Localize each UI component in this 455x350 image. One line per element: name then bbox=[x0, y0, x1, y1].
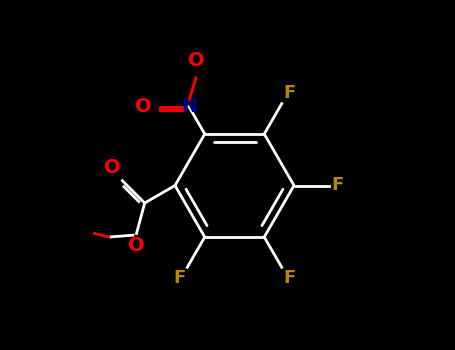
Text: O: O bbox=[135, 97, 151, 116]
Text: O: O bbox=[188, 51, 204, 70]
Text: O: O bbox=[104, 158, 121, 177]
Text: F: F bbox=[173, 269, 186, 287]
Text: F: F bbox=[283, 269, 296, 287]
Text: N: N bbox=[181, 97, 197, 116]
Text: O: O bbox=[128, 236, 145, 255]
Text: F: F bbox=[332, 176, 344, 195]
Text: F: F bbox=[283, 84, 296, 102]
